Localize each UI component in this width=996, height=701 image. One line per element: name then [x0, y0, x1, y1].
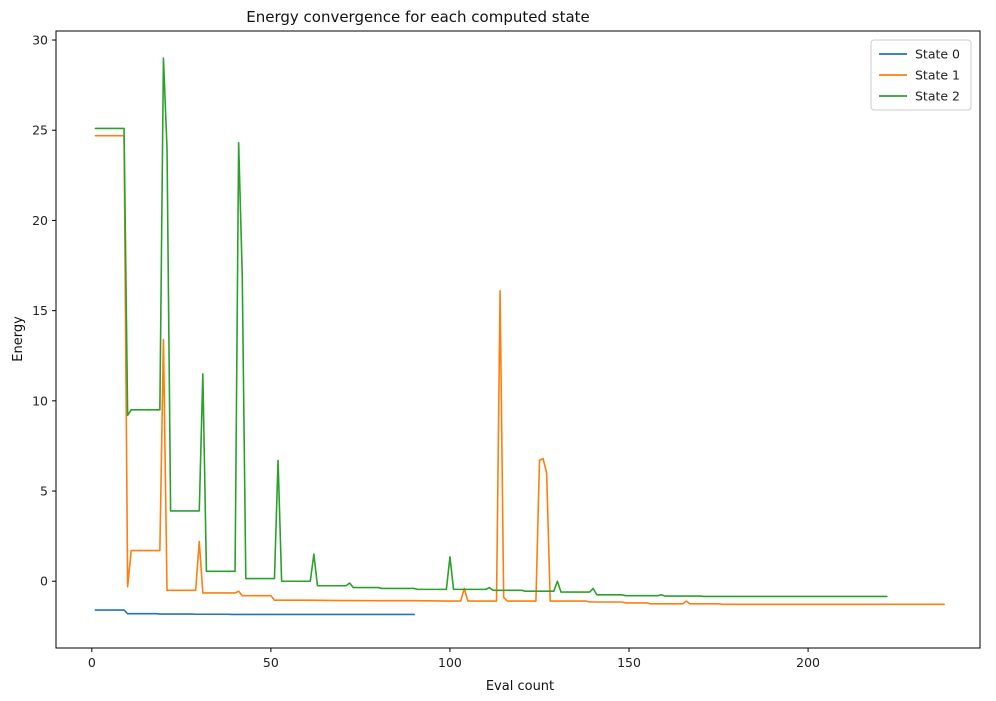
series-line-state-0 — [94, 609, 415, 616]
x-tick-label: 50 — [263, 655, 279, 670]
y-axis: 0 5 10 15 20 25 30 — [32, 33, 56, 589]
plot-area — [55, 30, 981, 649]
y-tick-label: 15 — [32, 303, 48, 318]
y-tick-label: 10 — [32, 393, 48, 408]
x-axis: 0 50 100 150 200 — [88, 648, 820, 670]
x-axis-label: Eval count — [486, 679, 554, 694]
x-tick-label: 0 — [88, 655, 96, 670]
legend-label-state-2: State 2 — [915, 89, 960, 104]
y-tick-label: 25 — [32, 123, 48, 138]
y-tick-label: 0 — [40, 574, 48, 589]
series-line-state-1 — [94, 134, 945, 606]
legend-label-state-1: State 1 — [915, 68, 960, 83]
x-tick-label: 200 — [796, 655, 820, 670]
x-tick-label: 100 — [438, 655, 462, 670]
y-tick-label: 20 — [32, 213, 48, 228]
legend-label-state-0: State 0 — [915, 47, 960, 62]
series-line-state-2 — [94, 57, 888, 598]
y-tick-label: 30 — [32, 33, 48, 48]
legend-box — [870, 39, 972, 111]
plot-frame — [55, 30, 981, 649]
y-axis-label: Energy — [11, 316, 26, 362]
y-tick-label: 5 — [40, 484, 48, 499]
chart-title: Energy convergence for each computed sta… — [246, 8, 590, 26]
x-tick-label: 150 — [617, 655, 641, 670]
legend: State 0 State 1 State 2 — [870, 39, 972, 111]
